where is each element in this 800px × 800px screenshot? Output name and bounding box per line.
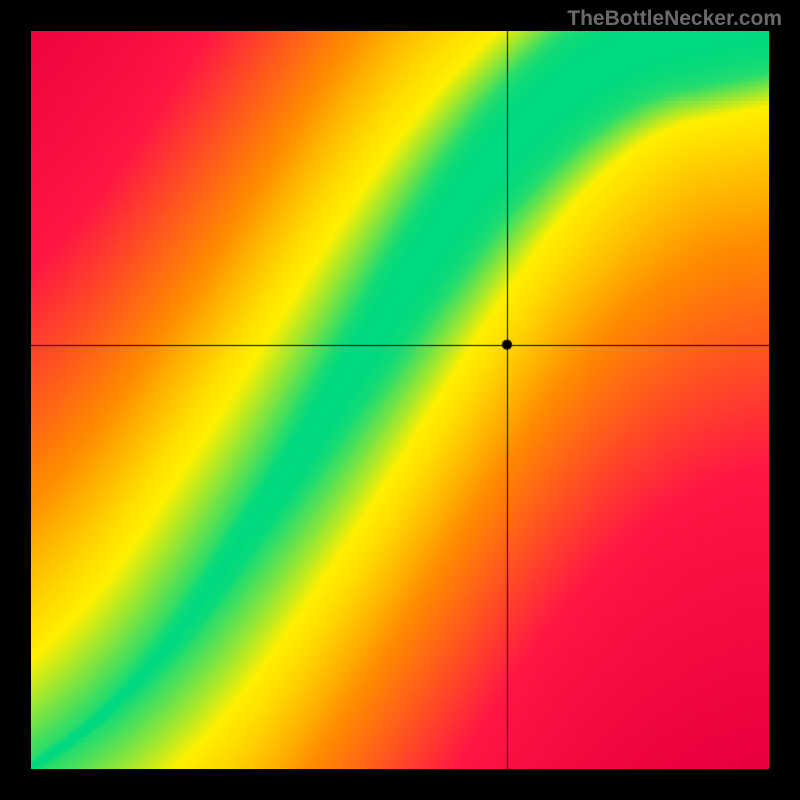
heatmap-canvas bbox=[31, 31, 769, 769]
watermark-label: TheBottleNecker.com bbox=[567, 7, 782, 31]
chart-container: TheBottleNecker.com bbox=[0, 0, 800, 800]
